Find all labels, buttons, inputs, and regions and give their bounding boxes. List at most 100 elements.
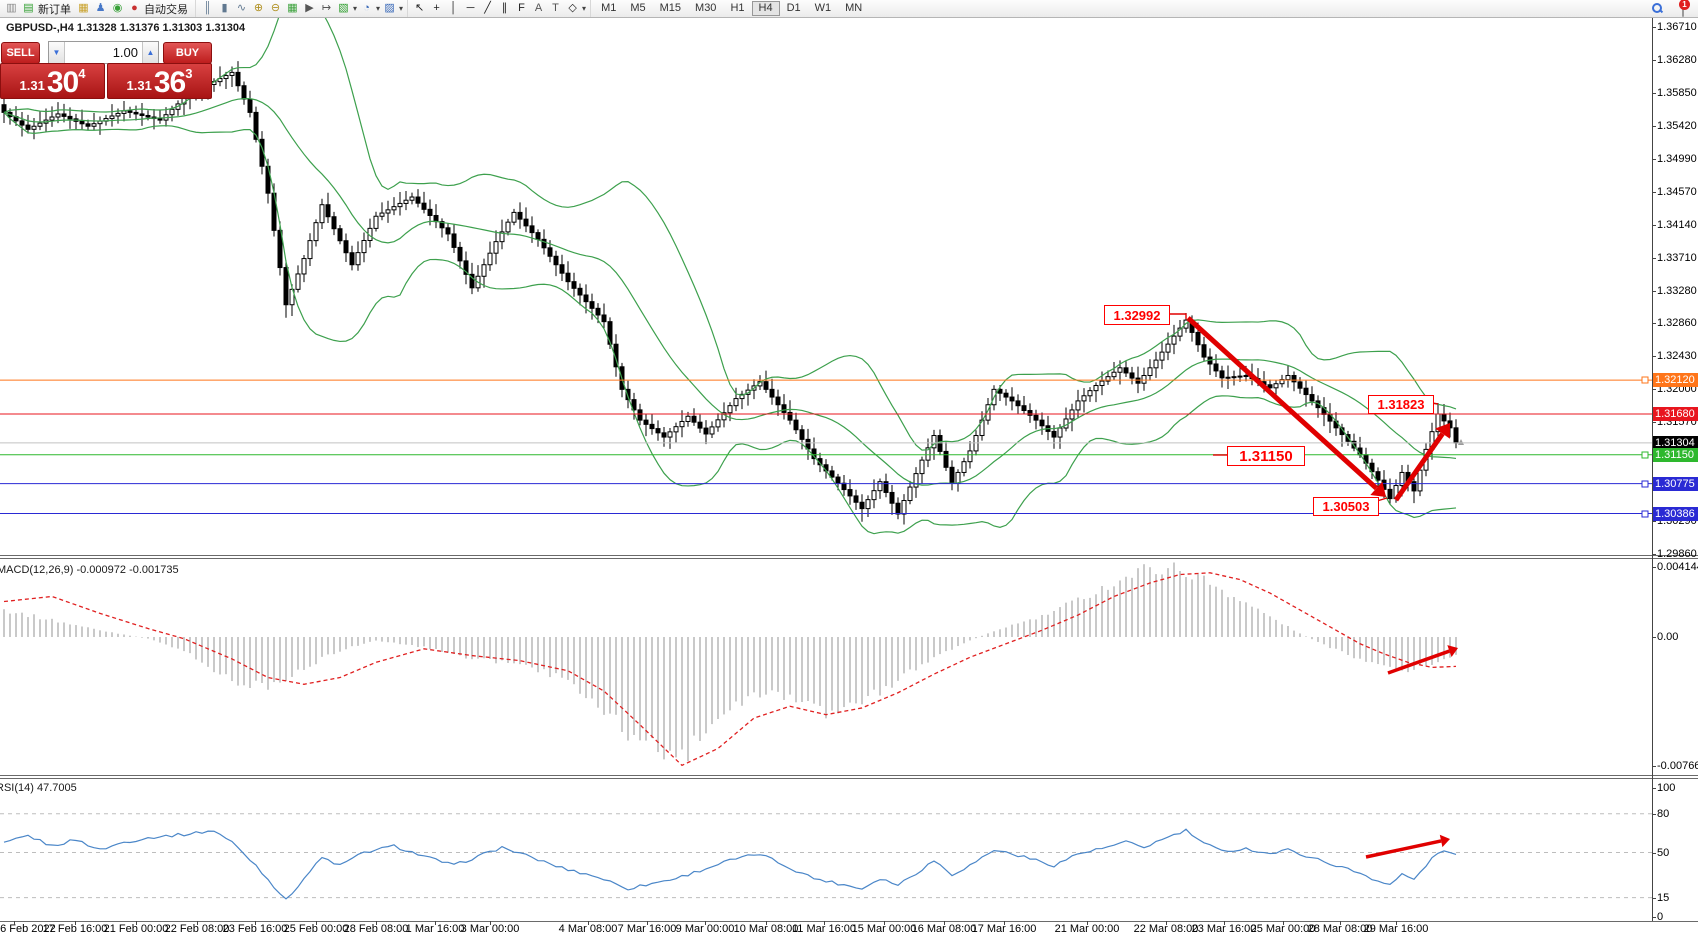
price-annotation-1.31150[interactable]: 1.31150 xyxy=(1227,446,1305,466)
timeframe-button-W1[interactable]: W1 xyxy=(814,2,832,14)
price-annotation-1.31823[interactable]: 1.31823 xyxy=(1368,395,1434,414)
cursor-icon[interactable]: ↖ xyxy=(414,2,425,14)
price-label-1.31304: 1.31304 xyxy=(1653,435,1698,450)
buy-price-sup: 3 xyxy=(185,66,193,81)
toolbar-group-charts: ║ ▮ ∿ ⊕ ⊖ ▦ ▶ ↦ ▧ ▾ ◔ ▾ ▨ ▾ xyxy=(196,0,409,17)
volume-input[interactable] xyxy=(65,42,142,63)
timeframe-button-M1[interactable]: M1 xyxy=(601,2,617,14)
price-tick-mark xyxy=(1652,224,1656,226)
time-tick-mark xyxy=(1283,921,1284,925)
new-chart-dropdown-icon[interactable]: ▾ xyxy=(353,4,358,13)
pane-separator[interactable] xyxy=(0,555,1698,556)
templates-icon[interactable]: ▨ xyxy=(384,2,395,14)
price-label-1.30386: 1.30386 xyxy=(1653,506,1698,521)
time-label: 4 Mar 08:00 xyxy=(558,923,618,935)
pane-separator[interactable] xyxy=(0,775,1698,776)
hline-endpoint-marker[interactable] xyxy=(1641,451,1649,459)
vertical-line-icon[interactable]: │ xyxy=(450,2,457,14)
price-annotation-1.32992[interactable]: 1.32992 xyxy=(1104,305,1170,325)
new-chart-icon[interactable]: ▧ xyxy=(338,2,349,14)
zoom-out-icon[interactable]: ⊖ xyxy=(270,2,281,14)
data-window-icon[interactable]: ♟ xyxy=(95,2,106,14)
time-label: 3 Mar 00:00 xyxy=(460,923,520,935)
chart-symbol-ohlc: GBPUSD-,H4 1.31328 1.31376 1.31303 1.313… xyxy=(6,22,246,34)
crosshair-icon[interactable]: + xyxy=(433,2,440,14)
text-label-icon[interactable]: T xyxy=(552,2,559,14)
price-tick-mark xyxy=(1652,422,1656,424)
bar-chart-icon[interactable]: ║ xyxy=(203,2,212,14)
buy-price-display[interactable]: 1.31 36 3 xyxy=(107,63,212,99)
sell-price-display[interactable]: 1.31 30 4 xyxy=(0,63,105,99)
time-axis-border xyxy=(0,921,1698,922)
timeframe-button-M5[interactable]: M5 xyxy=(630,2,646,14)
timeframe-button-D1[interactable]: D1 xyxy=(786,2,801,14)
line-chart-icon[interactable]: ∿ xyxy=(236,2,247,14)
buy-button[interactable]: BUY xyxy=(163,42,212,64)
price-label-1.31150: 1.31150 xyxy=(1653,447,1698,462)
arrow-shapes-icon[interactable]: ◇ xyxy=(568,2,577,14)
arrow-shapes-dropdown-icon[interactable]: ▾ xyxy=(582,4,587,13)
timeframe-button-M15[interactable]: M15 xyxy=(659,2,682,14)
profiles-dropdown-icon[interactable]: ▾ xyxy=(376,4,381,13)
time-label: 29 Mar 16:00 xyxy=(1363,923,1429,935)
price-annotation-1.30503[interactable]: 1.30503 xyxy=(1313,497,1379,516)
rsi-tick-mark xyxy=(1652,917,1656,918)
navigator-icon[interactable]: ◉ xyxy=(112,2,123,14)
profiles-icon[interactable]: ◔ xyxy=(363,2,370,14)
price-label-1.32120: 1.32120 xyxy=(1653,373,1698,388)
templates-dropdown-icon[interactable]: ▾ xyxy=(399,4,404,13)
time-label: 7 Mar 16:00 xyxy=(617,923,677,935)
scroll-to-end-icon[interactable]: ▶ xyxy=(305,2,314,14)
timeframe-button-MN[interactable]: MN xyxy=(845,2,863,14)
price-tick-mark xyxy=(1652,356,1656,358)
rsi-tick-label: 50 xyxy=(1657,846,1670,859)
timeframe-button-H1[interactable]: H1 xyxy=(730,2,745,14)
time-tick-mark xyxy=(490,921,491,925)
text-icon[interactable]: A xyxy=(534,2,543,14)
time-label: 9 Mar 00:00 xyxy=(675,923,735,935)
hline-endpoint-marker[interactable] xyxy=(1641,480,1649,488)
drawn-objects-group[interactable] xyxy=(1168,313,1458,859)
trend-arrow xyxy=(1365,839,1442,859)
chart-clipped-icon[interactable]: ▥ xyxy=(6,2,17,14)
bollinger-lower xyxy=(3,111,1457,535)
tile-windows-icon[interactable]: ▦ xyxy=(287,2,298,14)
notifications-icon[interactable]: 1 xyxy=(1679,0,1690,17)
buy-price-big: 36 xyxy=(153,66,186,99)
new-order-button[interactable]: 新订单 xyxy=(38,3,71,16)
fibonacci-icon[interactable]: F xyxy=(518,2,525,14)
equidistant-channel-icon[interactable]: ∥ xyxy=(501,2,508,14)
time-label: 25 Mar 00:00 xyxy=(1250,923,1316,935)
time-tick-mark xyxy=(1166,921,1167,925)
autotrading-button[interactable]: 自动交易 xyxy=(144,3,188,16)
price-tick-label: 1.34570 xyxy=(1657,185,1697,198)
price-tick-mark xyxy=(1652,389,1656,391)
buy-price-small: 1.31 xyxy=(126,78,152,93)
timeframe-button-M30[interactable]: M30 xyxy=(695,2,717,14)
notification-badge: 1 xyxy=(1679,0,1690,10)
trendline-icon[interactable]: ╱ xyxy=(484,2,491,14)
horizontal-line-icon[interactable]: ─ xyxy=(466,2,475,14)
hline-endpoint-marker[interactable] xyxy=(1641,376,1649,384)
candles-group[interactable] xyxy=(1,61,1464,525)
rsi-tick-label: 15 xyxy=(1657,891,1670,904)
macd-tick-mark xyxy=(1652,766,1656,768)
bollinger-bands-group[interactable] xyxy=(3,0,1457,535)
time-tick-mark xyxy=(705,921,706,925)
sell-button[interactable]: SELL xyxy=(1,42,40,64)
volume-increase-button[interactable]: ▲ xyxy=(142,42,158,63)
zoom-in-icon[interactable]: ⊕ xyxy=(253,2,264,14)
autotrading-icon[interactable]: ● xyxy=(131,2,138,14)
shift-chart-icon[interactable]: ↦ xyxy=(321,2,332,14)
time-tick-mark xyxy=(1087,921,1088,925)
timeframe-button-H4[interactable]: H4 xyxy=(751,1,780,16)
market-watch-icon[interactable]: ▦ xyxy=(78,2,89,14)
new-order-icon[interactable]: ▤ xyxy=(23,2,34,14)
volume-decrease-button[interactable]: ▼ xyxy=(49,42,65,63)
candlestick-chart-icon[interactable]: ▮ xyxy=(221,2,228,14)
time-tick-mark xyxy=(14,921,15,925)
price-tick-label: 1.32860 xyxy=(1657,317,1697,330)
time-tick-mark xyxy=(75,921,76,925)
hline-endpoint-marker[interactable] xyxy=(1641,510,1649,518)
